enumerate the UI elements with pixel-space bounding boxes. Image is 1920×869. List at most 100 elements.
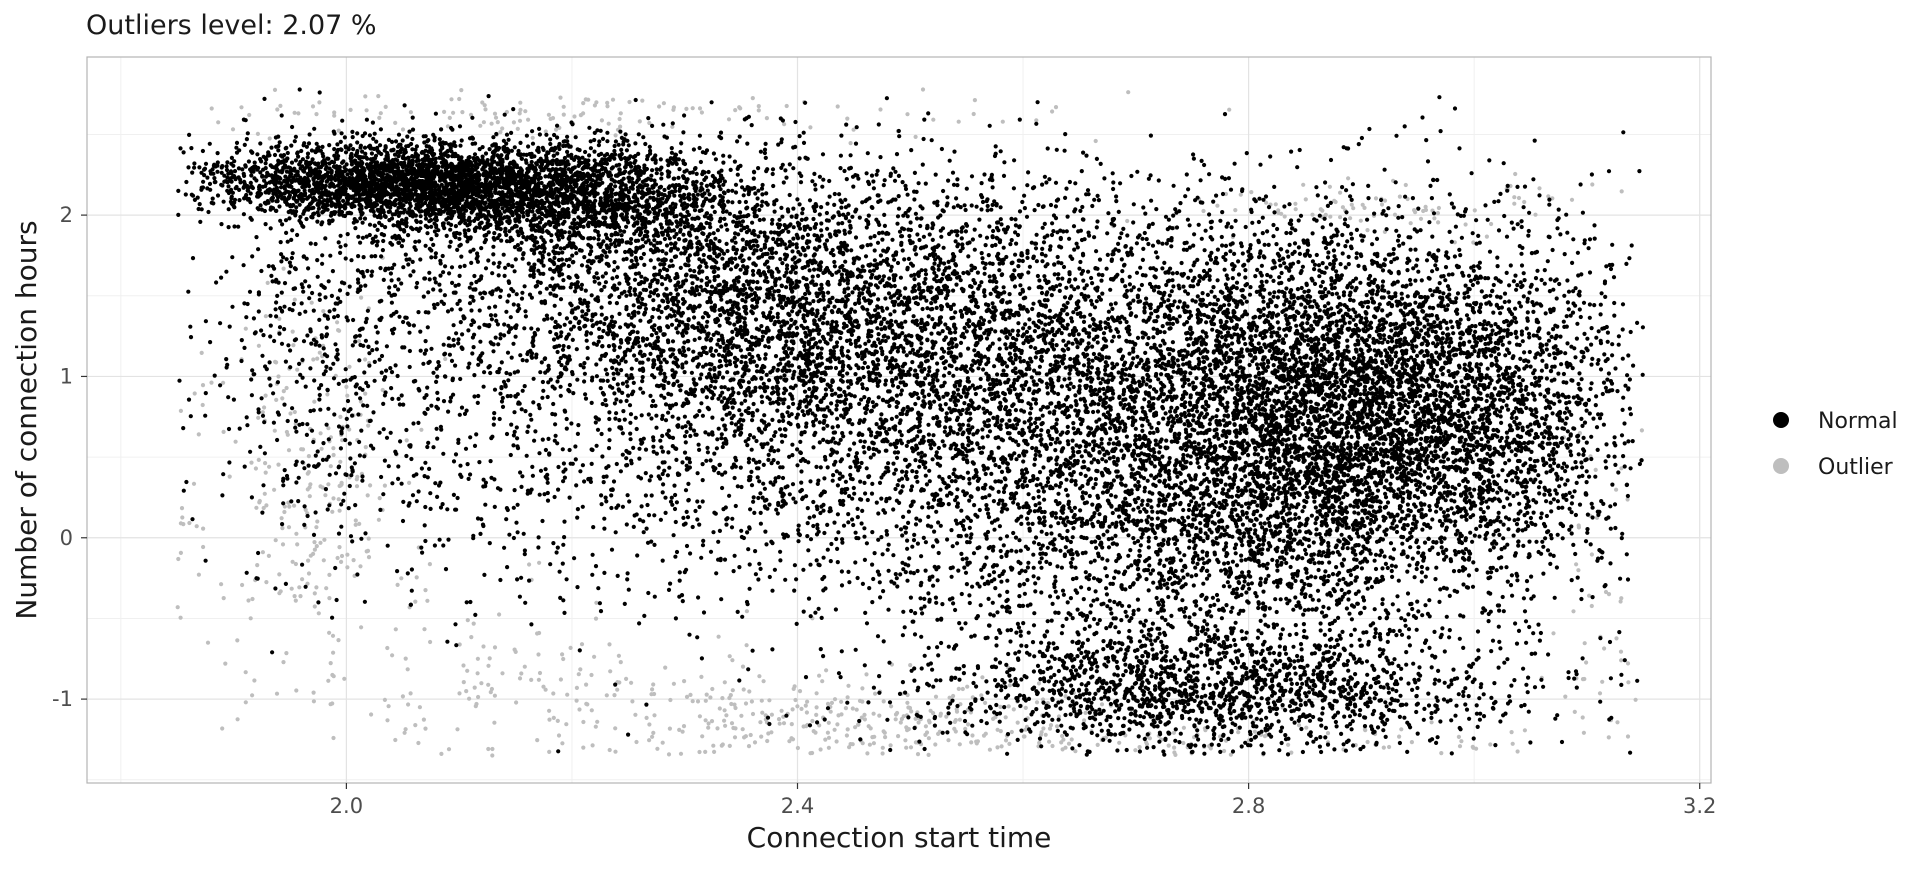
data-point <box>1063 746 1067 750</box>
data-point <box>415 203 419 207</box>
data-point <box>555 162 559 166</box>
data-point <box>458 158 462 162</box>
data-point <box>1294 207 1298 211</box>
data-point <box>1614 488 1618 492</box>
data-point <box>355 131 359 135</box>
data-point <box>674 202 678 206</box>
data-point <box>255 563 259 567</box>
data-point <box>257 344 261 348</box>
data-point <box>1253 730 1257 734</box>
data-point <box>260 175 264 179</box>
data-point <box>778 722 782 726</box>
data-point <box>340 131 344 135</box>
data-point <box>489 690 493 694</box>
data-point <box>682 176 686 180</box>
data-point <box>422 140 426 144</box>
data-point <box>305 178 309 182</box>
data-point <box>419 163 423 167</box>
data-point <box>1582 677 1586 681</box>
data-point <box>473 686 477 690</box>
data-point <box>272 488 276 492</box>
chart-title: Outliers level: 2.07 % <box>86 10 377 41</box>
data-point <box>200 351 204 355</box>
data-point <box>215 170 219 174</box>
data-point <box>747 689 751 693</box>
data-point <box>349 159 353 163</box>
data-point <box>1350 203 1354 207</box>
data-point <box>313 591 317 595</box>
data-point <box>325 200 329 204</box>
data-point <box>476 671 480 675</box>
data-point <box>499 157 503 161</box>
data-point <box>234 176 238 180</box>
data-point <box>1583 641 1587 645</box>
data-point <box>521 207 525 211</box>
data-point <box>253 161 257 165</box>
data-point <box>1070 737 1074 741</box>
data-point <box>578 248 582 252</box>
data-point <box>473 152 477 156</box>
data-point <box>419 214 423 218</box>
data-point <box>476 695 480 699</box>
data-point <box>1004 738 1008 742</box>
data-point <box>237 188 241 192</box>
data-point <box>605 139 609 143</box>
data-point <box>237 166 241 170</box>
data-point <box>366 424 370 428</box>
data-point <box>815 691 819 695</box>
data-point <box>597 139 601 143</box>
data-point <box>1050 744 1054 748</box>
data-point <box>814 713 818 717</box>
data-point <box>479 681 483 685</box>
data-point <box>438 179 442 183</box>
data-point <box>273 165 277 169</box>
data-point <box>1182 726 1186 730</box>
data-point <box>296 111 300 115</box>
data-point <box>313 604 317 608</box>
data-point <box>355 484 359 488</box>
data-point <box>351 135 355 139</box>
data-point <box>1297 723 1301 727</box>
data-point <box>345 565 349 569</box>
data-point <box>681 233 685 237</box>
points-layer <box>176 87 1645 757</box>
data-point <box>706 189 710 193</box>
data-point <box>367 537 371 541</box>
data-point <box>833 697 837 701</box>
data-point <box>282 267 286 271</box>
data-point <box>450 128 454 132</box>
data-point <box>337 545 341 549</box>
data-point <box>367 555 371 559</box>
data-point <box>330 203 334 207</box>
data-point <box>619 660 623 664</box>
data-point <box>432 138 436 142</box>
data-point <box>700 734 704 738</box>
data-point <box>1274 202 1278 206</box>
data-point <box>320 145 324 149</box>
data-point <box>958 718 962 722</box>
data-point <box>715 726 719 730</box>
data-point <box>413 148 417 152</box>
data-point <box>274 360 278 364</box>
data-point <box>336 328 340 332</box>
data-point <box>1359 219 1363 223</box>
data-point <box>1488 742 1492 746</box>
data-point <box>519 671 523 675</box>
data-point <box>238 180 242 184</box>
data-point <box>197 165 201 169</box>
data-point <box>597 143 601 147</box>
data-point <box>443 357 447 361</box>
data-point <box>730 658 734 662</box>
data-point <box>691 106 695 110</box>
data-point <box>634 239 638 243</box>
data-point <box>614 133 618 137</box>
data-point <box>231 191 235 195</box>
data-point <box>344 177 348 181</box>
data-point <box>379 127 383 131</box>
data-point <box>783 168 787 172</box>
data-point <box>293 139 297 143</box>
data-point <box>348 143 352 147</box>
data-point <box>805 710 809 714</box>
data-point <box>1012 707 1016 711</box>
data-point <box>738 106 742 110</box>
